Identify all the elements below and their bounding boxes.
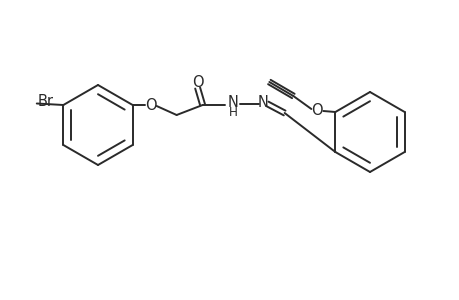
Text: O: O	[311, 103, 323, 118]
Text: O: O	[145, 98, 156, 112]
Text: O: O	[191, 74, 203, 89]
Text: N: N	[257, 94, 268, 110]
Text: H: H	[229, 106, 238, 118]
Text: N: N	[227, 94, 238, 110]
Text: Br: Br	[38, 94, 54, 109]
